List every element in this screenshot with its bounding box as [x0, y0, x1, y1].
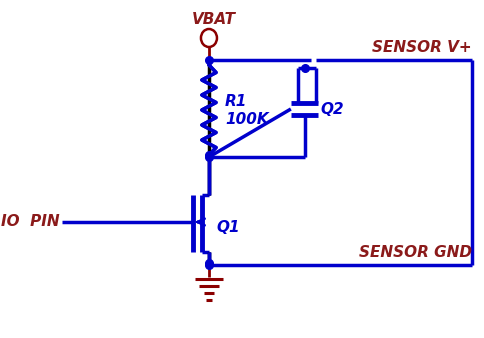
Text: IO  PIN: IO PIN [1, 215, 60, 230]
Text: VBAT: VBAT [191, 12, 235, 27]
Text: Q2: Q2 [320, 101, 344, 117]
Text: 100K: 100K [225, 113, 269, 127]
Text: Q1: Q1 [216, 219, 240, 235]
Text: R1: R1 [225, 95, 247, 110]
Text: SENSOR V+: SENSOR V+ [372, 40, 471, 55]
Text: SENSOR GND: SENSOR GND [359, 245, 471, 260]
